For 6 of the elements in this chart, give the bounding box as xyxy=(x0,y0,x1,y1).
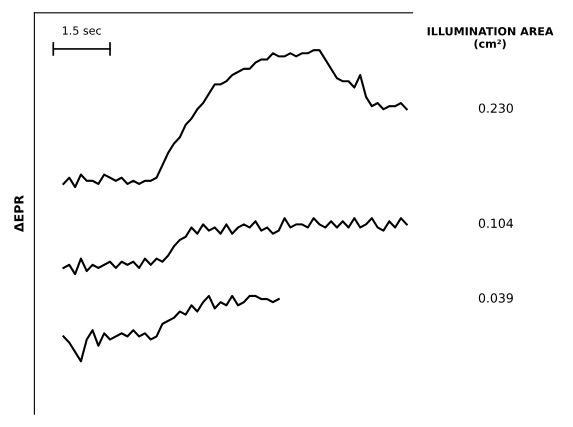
y-axis-title: ΔEPR xyxy=(14,195,24,232)
legend-title: ILLUMINATION AREA (cm²) xyxy=(428,27,554,50)
text: 0.039 xyxy=(478,293,513,303)
text: 0.104 xyxy=(478,218,514,228)
text: 0.230 xyxy=(478,103,513,113)
text: 1.5 sec xyxy=(62,26,101,35)
